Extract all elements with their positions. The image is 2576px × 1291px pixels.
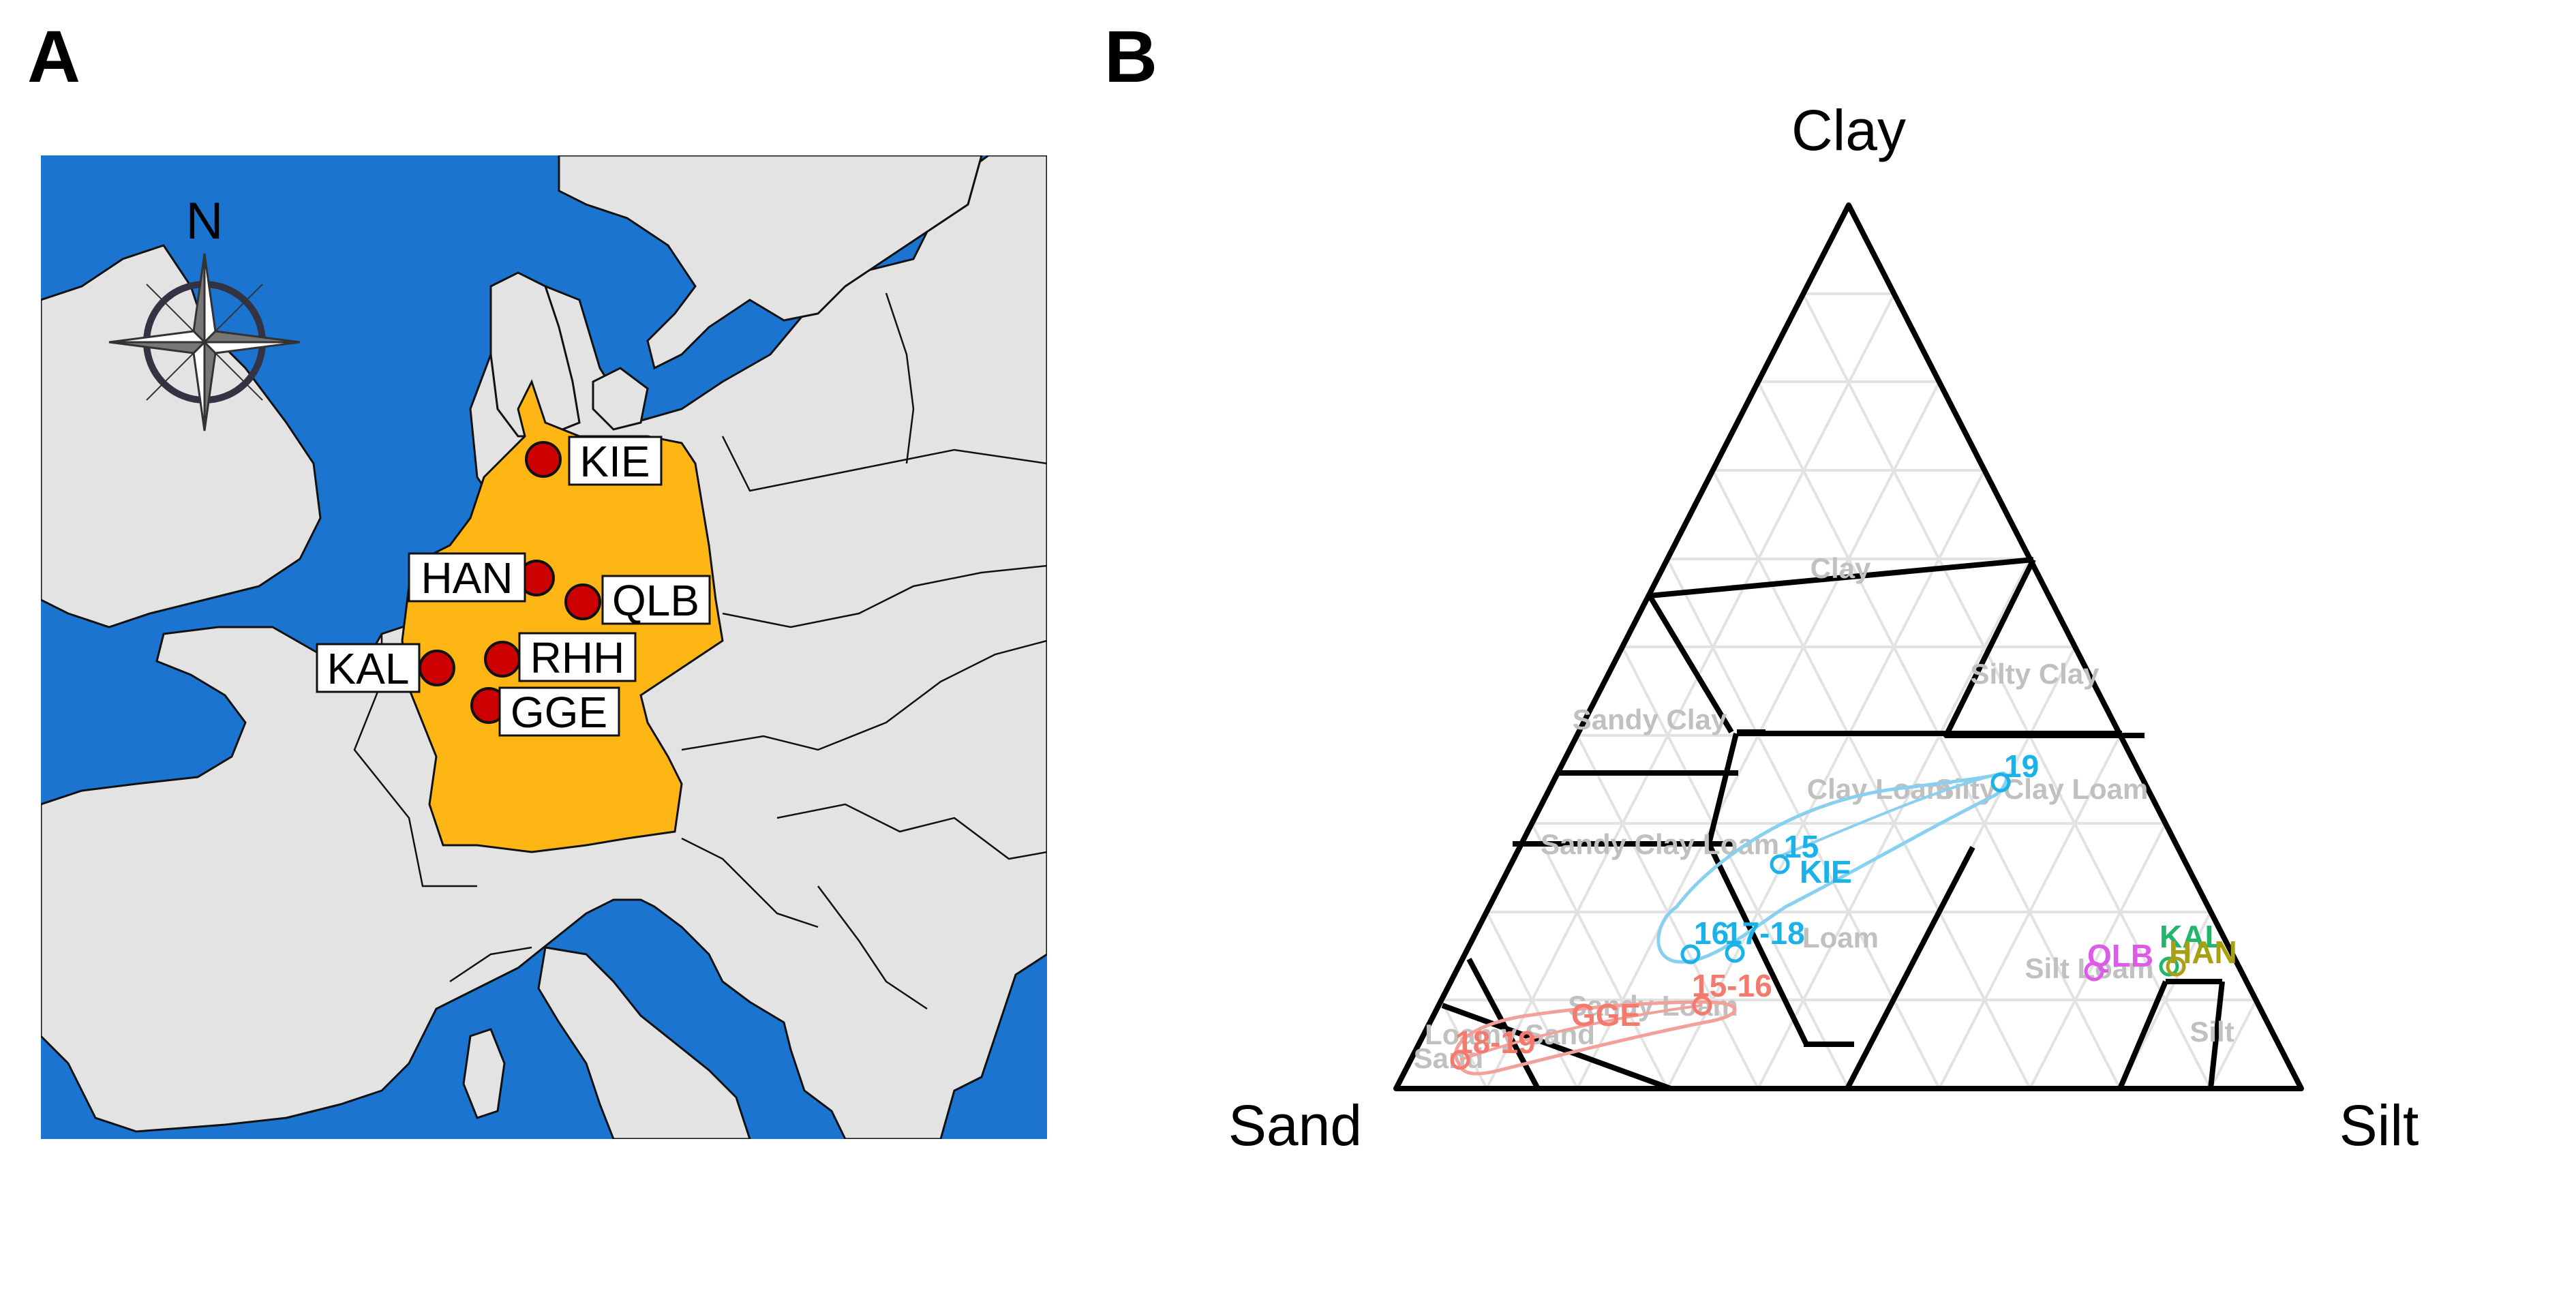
class-label-silty-clay-loam: Silty Clay Loam xyxy=(1935,773,2149,805)
class-label-loam: Loam xyxy=(1802,922,1879,954)
panel-b-label: B xyxy=(1104,15,1157,97)
site-marker-qlb xyxy=(566,585,600,619)
site-label-han: HAN xyxy=(421,553,513,603)
site-label-kal: KAL xyxy=(327,644,410,693)
label-han: HAN xyxy=(2169,935,2237,970)
site-label-gge: GGE xyxy=(511,688,607,737)
soil-texture-triangle: Clay Silty Clay Sandy Clay Clay Loam Sil… xyxy=(1228,98,2419,1157)
kie-label-17-18: 17-18 xyxy=(1725,915,1805,951)
site-marker-kal xyxy=(420,651,454,685)
europe-map: N KIE HAN QLB RHH KAL GGE xyxy=(41,155,1047,1139)
class-label-silty-clay: Silty Clay xyxy=(1970,658,2100,690)
axis-label-clay: Clay xyxy=(1791,98,1906,162)
site-label-rhh: RHH xyxy=(530,633,625,682)
panel-a-label: A xyxy=(27,15,80,97)
gge-label-18-19: 18-19 xyxy=(1455,1024,1536,1060)
kie-label-16: 16 xyxy=(1694,915,1729,951)
class-label-clay-loam: Clay Loam xyxy=(1807,773,1952,805)
class-label-clay: Clay xyxy=(1810,552,1871,584)
axis-label-silt: Silt xyxy=(2339,1093,2419,1157)
site-marker-kie xyxy=(526,442,560,476)
kie-label-19: 19 xyxy=(2004,748,2039,784)
gge-label-15-16: 15-16 xyxy=(1692,968,1772,1003)
class-label-sandy-clay-loam: Sandy Clay Loam xyxy=(1541,828,1779,860)
site-label-kie: KIE xyxy=(579,437,650,486)
north-label: N xyxy=(186,192,224,250)
kie-series-label: KIE xyxy=(1800,854,1852,890)
class-label-sandy-clay: Sandy Clay xyxy=(1573,703,1727,735)
axis-label-sand: Sand xyxy=(1228,1093,1362,1157)
class-label-silt: Silt xyxy=(2189,1016,2234,1048)
gge-series-label: GGE xyxy=(1571,997,1641,1033)
site-label-qlb: QLB xyxy=(612,576,699,625)
label-qlb: QLB xyxy=(2087,938,2153,973)
site-marker-rhh xyxy=(485,642,519,676)
